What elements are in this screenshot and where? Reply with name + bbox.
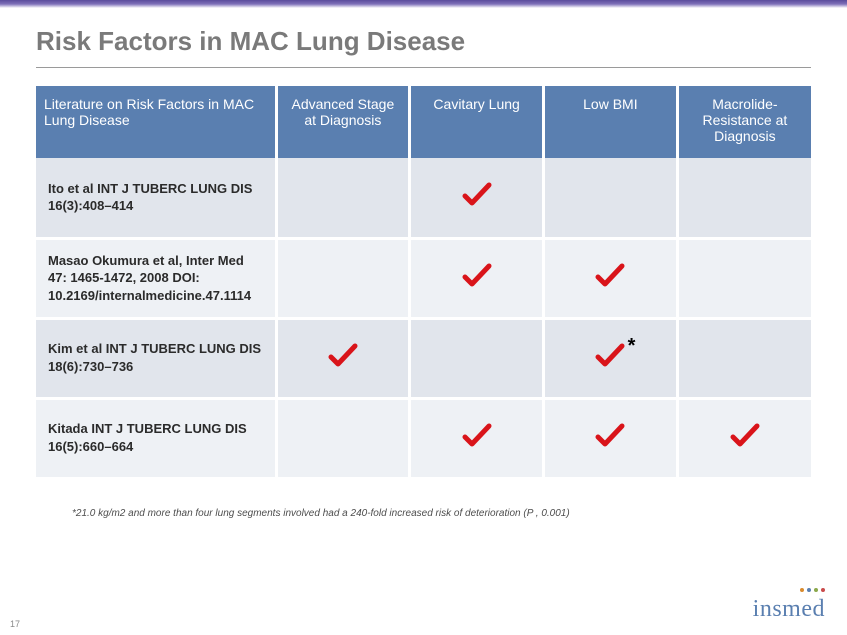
table-cell [276,238,410,318]
table-cell [410,158,544,238]
table-header-row: Literature on Risk Factors in MAC Lung D… [36,86,811,158]
col-header-literature: Literature on Risk Factors in MAC Lung D… [36,86,276,158]
table-cell [544,398,678,478]
row-label: Masao Okumura et al, Inter Med 47: 1465-… [36,238,276,318]
table-cell [677,158,811,238]
row-label: Kim et al INT J TUBERC LUNG DIS 18(6):73… [36,318,276,398]
logo-dot [821,588,825,592]
table-cell [410,238,544,318]
table-cell [276,318,410,398]
col-header-cavitary-lung: Cavitary Lung [410,86,544,158]
table-cell [544,158,678,238]
logo-dot [814,588,818,592]
logo-dots [800,588,825,592]
table-cell [677,238,811,318]
table-cell [677,398,811,478]
check-icon [462,263,492,289]
asterisk-marker: * [628,335,636,358]
check-icon [595,423,625,449]
slide-title: Risk Factors in MAC Lung Disease [0,8,847,67]
table-cell [410,398,544,478]
check-icon [462,182,492,208]
table-cell [276,398,410,478]
logo-text: insmed [753,596,825,622]
table-body: Ito et al INT J TUBERC LUNG DIS 16(3):40… [36,158,811,478]
col-header-low-bmi: Low BMI [544,86,678,158]
check-icon: * [595,343,625,369]
table-cell [544,238,678,318]
check-icon [328,343,358,369]
risk-factors-table: Literature on Risk Factors in MAC Lung D… [36,86,811,480]
row-label: Kitada INT J TUBERC LUNG DIS 16(5):660–6… [36,398,276,478]
table-container: Literature on Risk Factors in MAC Lung D… [0,86,847,480]
row-label: Ito et al INT J TUBERC LUNG DIS 16(3):40… [36,158,276,238]
col-header-macrolide-resistance: Macrolide-Resistance at Diagnosis [677,86,811,158]
check-icon [462,423,492,449]
check-icon [730,423,760,449]
table-cell [677,318,811,398]
page-number: 17 [10,619,20,629]
insmed-logo: insmed [753,596,825,623]
table-row: Ito et al INT J TUBERC LUNG DIS 16(3):40… [36,158,811,238]
logo-dot [807,588,811,592]
table-row: Kim et al INT J TUBERC LUNG DIS 18(6):73… [36,318,811,398]
title-divider [36,67,811,68]
table-row: Kitada INT J TUBERC LUNG DIS 16(5):660–6… [36,398,811,478]
top-gradient-bar [0,0,847,8]
footnote: *21.0 kg/m2 and more than four lung segm… [0,480,847,519]
table-row: Masao Okumura et al, Inter Med 47: 1465-… [36,238,811,318]
table-cell: * [544,318,678,398]
check-icon [595,263,625,289]
table-cell [276,158,410,238]
col-header-advanced-stage: Advanced Stage at Diagnosis [276,86,410,158]
logo-dot [800,588,804,592]
table-cell [410,318,544,398]
